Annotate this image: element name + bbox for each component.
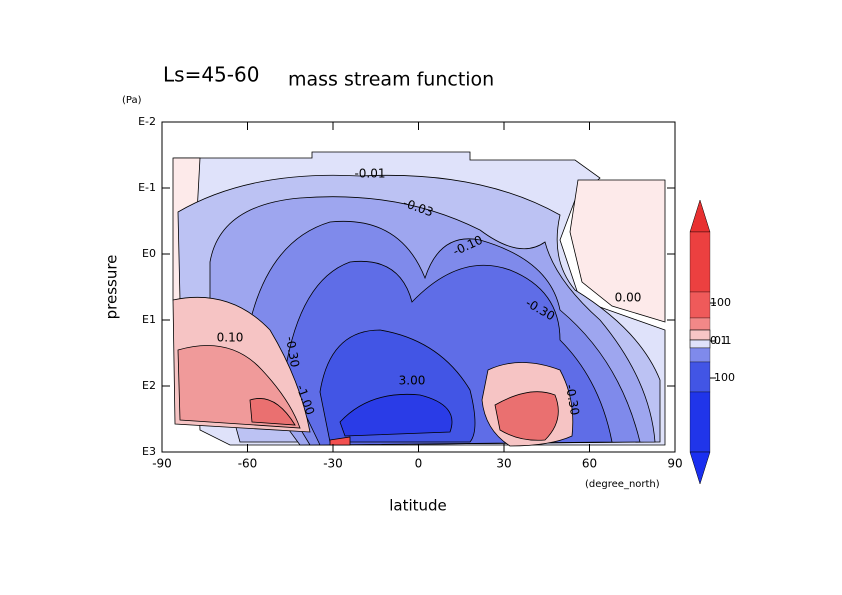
contour-label: -0.30 xyxy=(283,335,302,368)
y-tick-label: E3 xyxy=(142,445,156,458)
x-tick-label: 0 xyxy=(415,457,423,471)
colorbar-cap xyxy=(689,451,711,485)
colorbar-band xyxy=(689,317,711,331)
colorbar-tick-label: -0.1 xyxy=(710,334,731,347)
x-tick-label: -30 xyxy=(323,457,343,471)
colorbar-tick-label: 0.1 xyxy=(710,334,728,347)
colorbar-band xyxy=(689,391,711,453)
x-tick-label: -60 xyxy=(238,457,258,471)
contour-label: 0.10 xyxy=(217,331,244,345)
colorbar-tick-label: 100 xyxy=(710,296,731,309)
contour-label: -0.30 xyxy=(563,383,582,416)
y-tick-label: E1 xyxy=(142,313,156,326)
y-tick-label: E-1 xyxy=(138,181,156,194)
x-unit: (degree_north) xyxy=(585,479,660,490)
contour-label: 3.00 xyxy=(399,374,426,388)
x-tick-label: 90 xyxy=(667,457,682,471)
x-tick-label: 60 xyxy=(582,457,597,471)
chart-subtitle: mass stream function xyxy=(288,69,494,91)
colorbar xyxy=(689,199,711,485)
contour-region xyxy=(494,391,559,441)
contour-label: -0.01 xyxy=(354,167,385,181)
colorbar-band xyxy=(689,339,711,349)
contour-label: 0.00 xyxy=(615,291,642,305)
y-unit: (Pa) xyxy=(122,95,142,106)
y-label: pressure xyxy=(103,255,121,320)
contour-region xyxy=(569,179,666,323)
colorbar-band xyxy=(689,361,711,393)
x-tick-label: -90 xyxy=(152,457,172,471)
colorbar-band xyxy=(689,231,711,293)
x-label: latitude xyxy=(389,497,447,515)
colorbar-tick-label: -100 xyxy=(710,371,735,384)
contour-field xyxy=(172,151,666,447)
y-tick-label: E-2 xyxy=(138,115,156,128)
colorbar-cap xyxy=(689,199,711,233)
colorbar-band xyxy=(689,329,711,341)
x-tick-label: 30 xyxy=(496,457,511,471)
y-tick-label: E0 xyxy=(142,247,156,260)
contour-region xyxy=(329,436,351,446)
chart-title: Ls=45-60 xyxy=(163,63,259,87)
y-tick-label: E2 xyxy=(142,379,156,392)
contour-region xyxy=(249,398,296,426)
colorbar-band xyxy=(689,347,711,363)
colorbar-band xyxy=(689,291,711,319)
contour-region xyxy=(339,393,453,437)
